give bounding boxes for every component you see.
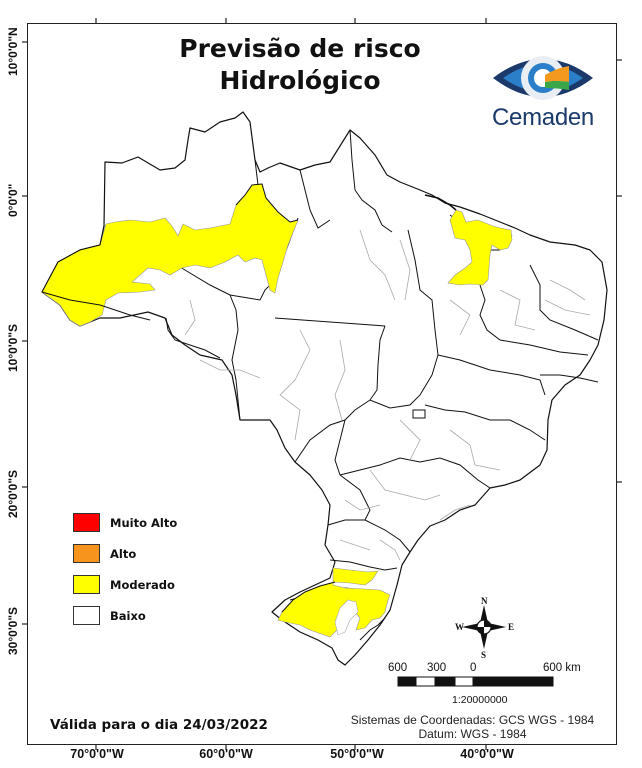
lon-label-50w: 50°0'0"W <box>330 747 384 761</box>
logo-text: Cemaden <box>492 104 594 131</box>
scale-label-0: 0 <box>470 662 477 674</box>
lat-label-0: 0°0'0" <box>6 183 20 217</box>
lat-label-30s: 30°0'0"S <box>6 606 20 655</box>
compass-e: E <box>508 622 515 632</box>
datum: Datum: WGS - 1984 <box>418 727 527 741</box>
scale-label-600km: 600 km <box>543 662 581 674</box>
scale-ratio: 1:20000000 <box>452 694 508 706</box>
title-line-1: Previsão de risco <box>179 34 421 63</box>
risk-region-rio-grande-do-sul <box>277 567 391 638</box>
graticule-ticks <box>22 18 622 750</box>
risk-region-amazonas <box>41 183 299 327</box>
legend-label: Alto <box>110 546 137 561</box>
coord-system: Sistemas de Coordenadas: GCS WGS - 1984 <box>350 713 595 727</box>
compass-w: W <box>455 622 464 632</box>
lon-label-40w: 40°0'0"W <box>460 747 514 761</box>
north-arrow-icon <box>462 605 506 649</box>
legend-swatch-orange <box>73 544 100 563</box>
lat-label-20s: 20°0'0"S <box>6 469 20 518</box>
validity-prefix: Válida para o dia <box>50 717 179 733</box>
compass-n: N <box>481 596 488 606</box>
lat-label-10s: 10°0'0"S <box>6 323 20 372</box>
legend-item-alto: Alto <box>73 538 177 569</box>
validity-date: 24/03/2022 <box>182 717 268 733</box>
legend-swatch-red <box>73 513 100 532</box>
legend-swatch-yellow <box>73 575 100 594</box>
lon-label-70w: 70°0'0"W <box>70 747 124 761</box>
compass-s: S <box>481 650 487 660</box>
legend-swatch-white <box>73 606 100 625</box>
risk-legend: Muito Alto Alto Moderado Baixo <box>73 507 177 631</box>
lon-label-60w: 60°0'0"W <box>199 747 253 761</box>
legend-label: Muito Alto <box>110 515 178 530</box>
cemaden-eye-logo-icon <box>493 56 593 100</box>
legend-item-moderado: Moderado <box>73 569 177 600</box>
title-line-2: Hidrológico <box>219 66 381 95</box>
risk-region-maranhao <box>447 209 513 286</box>
scale-bar <box>397 676 554 687</box>
mesoregion-borders <box>184 229 591 561</box>
legend-item-baixo: Baixo <box>73 600 177 631</box>
legend-item-muito-alto: Muito Alto <box>73 507 177 538</box>
legend-label: Moderado <box>110 577 175 592</box>
scale-label-300: 300 <box>427 662 447 674</box>
map-title: Previsão de risco Hidrológico <box>150 33 450 97</box>
legend-label: Baixo <box>110 608 146 623</box>
lat-label-10n: 10°0'0"N <box>6 27 20 76</box>
coordinate-info: Sistemas de Coordenadas: GCS WGS - 1984 … <box>330 713 615 741</box>
scale-label-600: 600 <box>388 662 408 674</box>
validity-text: Válida para o dia 24/03/2022 <box>50 717 268 733</box>
